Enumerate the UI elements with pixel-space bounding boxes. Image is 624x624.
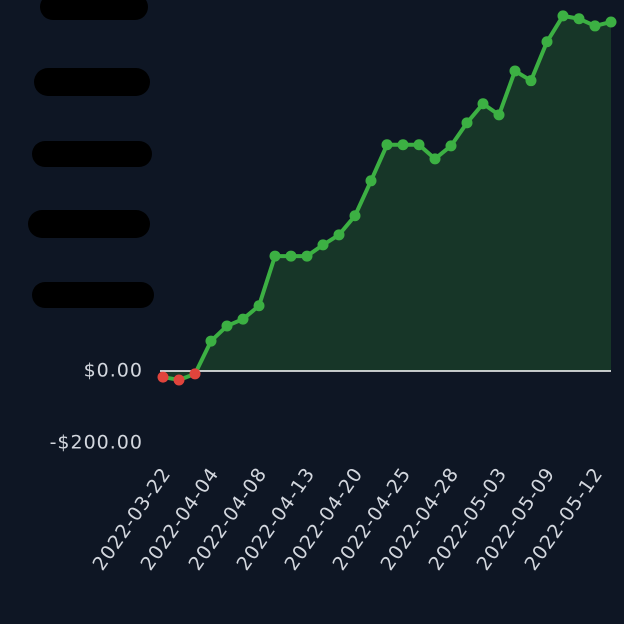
point: [301, 250, 313, 262]
point: [189, 368, 201, 380]
point: [525, 75, 537, 87]
point: [509, 65, 521, 77]
point: [349, 210, 361, 222]
point: [397, 139, 409, 151]
area: [163, 15, 611, 380]
point: [413, 139, 425, 151]
point: [221, 320, 233, 332]
point: [605, 16, 617, 28]
point: [317, 239, 329, 251]
point: [237, 313, 249, 325]
point: [429, 153, 441, 165]
point: [589, 20, 601, 32]
point: [253, 300, 265, 312]
point: [493, 109, 505, 121]
point: [557, 10, 569, 22]
point: [381, 139, 393, 151]
point: [157, 371, 169, 383]
y-tick-label: -$200.00: [50, 431, 143, 453]
point: [477, 98, 489, 110]
point: [445, 140, 457, 152]
redaction: [28, 0, 154, 308]
point: [461, 117, 473, 129]
point: [573, 13, 585, 25]
point: [285, 250, 297, 262]
point: [541, 36, 553, 48]
point: [333, 229, 345, 241]
point: [205, 335, 217, 347]
point: [269, 250, 281, 262]
point: [173, 374, 185, 386]
point: [365, 175, 377, 187]
y-tick-label: $0.00: [84, 359, 143, 381]
